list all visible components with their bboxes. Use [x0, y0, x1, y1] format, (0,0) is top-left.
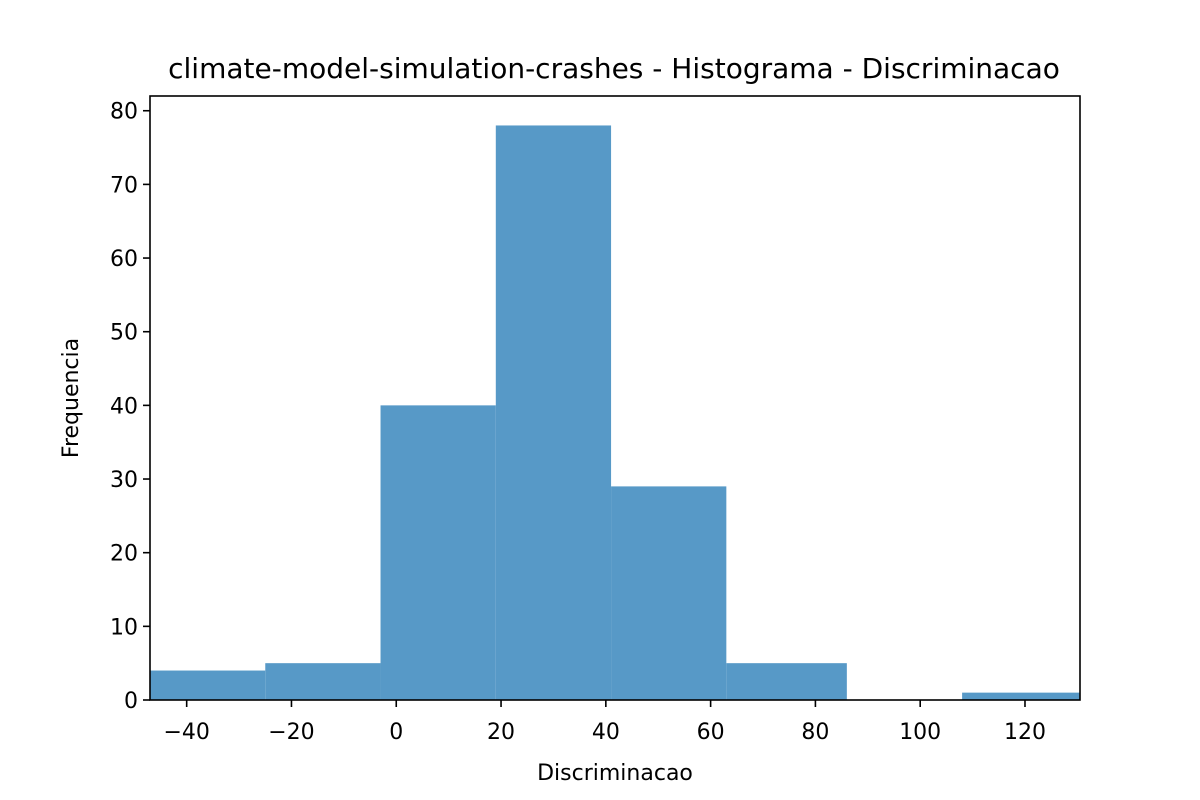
y-axis-ticks: 0 10 20 30 40 50 60 70 80 [110, 100, 150, 714]
histogram-bar [265, 663, 381, 700]
x-tick-label: 40 [592, 720, 620, 745]
y-tick-label: 80 [110, 100, 138, 125]
x-tick-label: 60 [697, 720, 725, 745]
histogram-bar [611, 486, 727, 700]
y-tick-label: 70 [110, 173, 138, 198]
x-tick-label: 100 [899, 720, 941, 745]
histogram-bar [380, 405, 496, 700]
histogram-bar [726, 663, 847, 700]
plot-frame [149, 95, 1081, 701]
x-tick-label: 120 [1004, 720, 1046, 745]
y-tick-label: 20 [110, 542, 138, 567]
x-axis-label: Discriminacao [537, 761, 693, 786]
y-tick-label: 30 [110, 468, 138, 493]
histogram-bar [495, 125, 612, 700]
bars-group [150, 125, 1080, 700]
y-tick-label: 40 [110, 394, 138, 419]
y-tick-label: 60 [110, 247, 138, 272]
y-tick-label: 0 [124, 689, 138, 714]
chart-title: climate-model-simulation-crashes - Histo… [168, 52, 1060, 85]
x-tick-label: −20 [268, 720, 314, 745]
x-tick-label: 0 [389, 720, 403, 745]
histogram-bar [962, 692, 1080, 700]
x-axis-ticks: −40 −20 0 20 40 60 80 100 120 [163, 700, 1046, 745]
y-axis-label: Frequencia [59, 338, 84, 458]
y-tick-label: 10 [110, 615, 138, 640]
y-tick-label: 50 [110, 321, 138, 346]
x-tick-label: 80 [801, 720, 829, 745]
histogram-bar [150, 670, 266, 700]
x-tick-label: 20 [487, 720, 515, 745]
x-tick-label: −40 [163, 720, 209, 745]
